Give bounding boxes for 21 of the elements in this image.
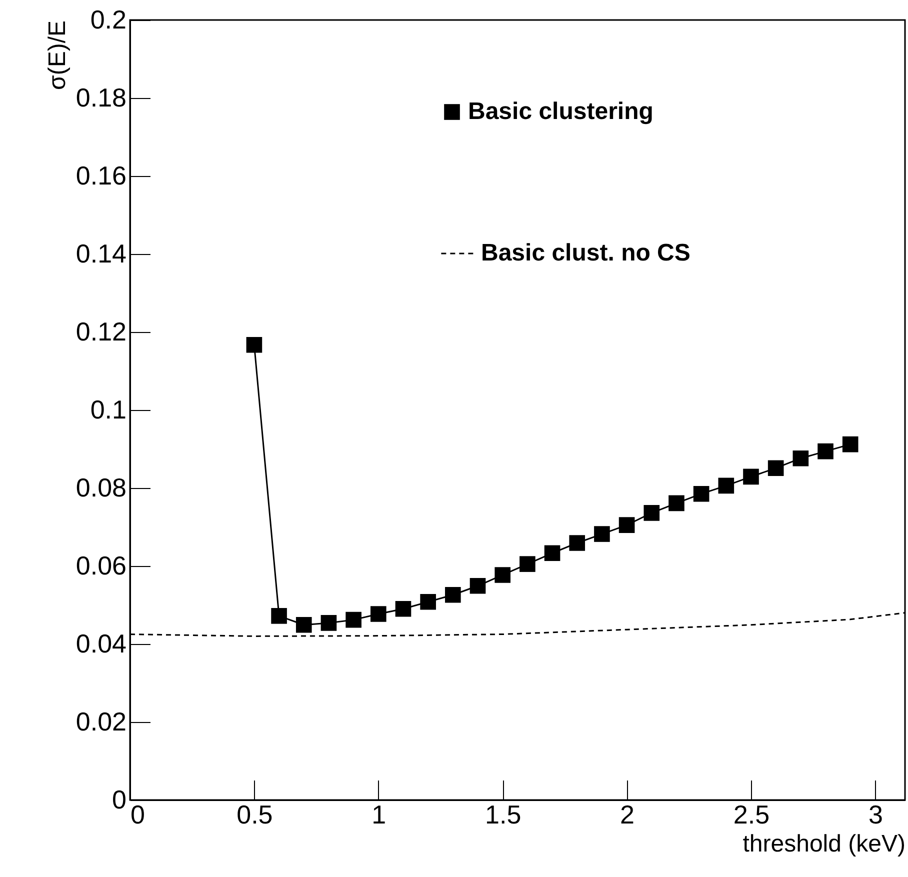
legend-label: Basic clust. no CS [481,240,690,266]
x-tick-label: 1.5 [485,800,522,830]
x-tick-label: 1 [372,800,386,830]
y-tick-label: 0.2 [90,4,126,34]
y-tick-label: 0.1 [90,394,126,424]
y-tick-label: 0.12 [76,316,126,346]
y-axis-title: σ(E)/E [44,20,71,90]
x-tick-label: 3 [868,800,883,830]
x-tick-label: 0 [130,800,145,830]
x-tick-label: 2.5 [733,800,770,830]
y-tick-label: 0.18 [76,82,126,112]
y-tick-label: 0.16 [76,160,126,190]
y-tick-label: 0.14 [76,238,126,268]
x-tick-label: 2 [620,800,635,830]
x-tick-label: 0.5 [236,800,273,830]
y-tick-label: 0.08 [76,472,126,502]
legend-label: Basic clustering [468,98,654,125]
y-tick-label: 0.02 [76,706,126,736]
y-tick-label: 0.04 [76,628,126,658]
x-axis-title: threshold (keV) [742,830,906,858]
y-tick-label: 0.06 [76,550,126,580]
